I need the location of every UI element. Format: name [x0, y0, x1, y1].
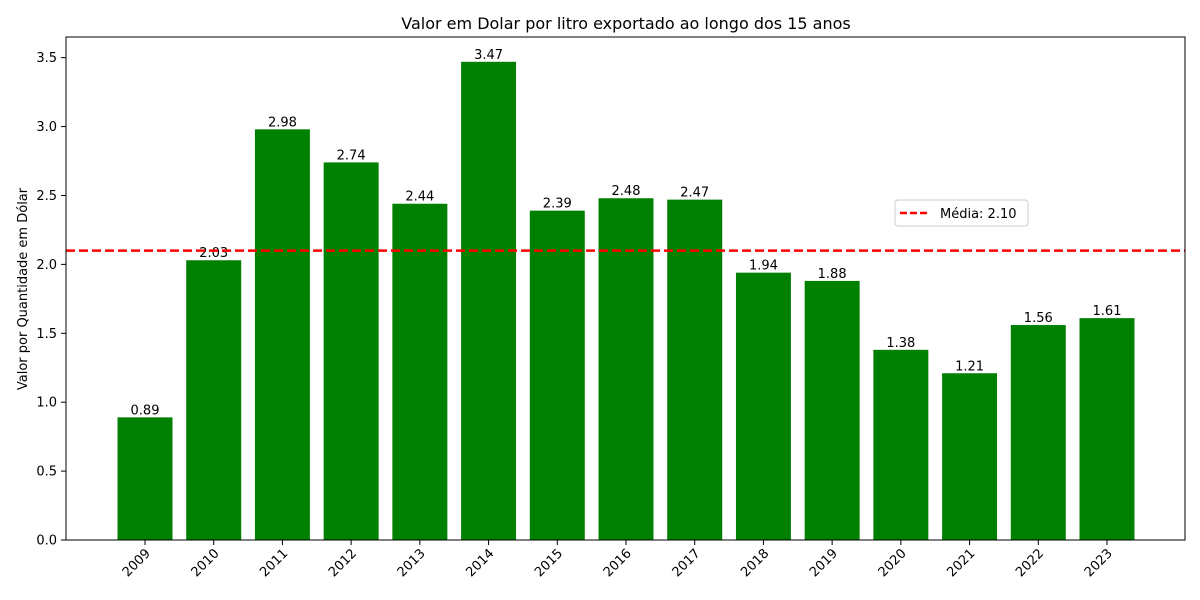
- bar-value-label-2013: 2.44: [405, 190, 434, 205]
- x-tick-label: 2015: [532, 546, 566, 580]
- plot-frame: [65, 36, 1186, 541]
- bar-2019: [804, 280, 860, 540]
- x-tick-label: 2020: [876, 546, 910, 580]
- x-tick-label: 2023: [1082, 546, 1116, 580]
- bar-2012: [323, 162, 379, 541]
- bar-2022: [1010, 325, 1066, 540]
- y-tick-label: 1.0: [36, 396, 57, 411]
- y-tick-label: 1.5: [36, 327, 57, 342]
- y-tick-label: 0.5: [36, 465, 57, 480]
- x-tick-label: 2012: [326, 546, 360, 580]
- bar-value-label-2018: 1.94: [749, 259, 778, 274]
- x-tick-label: 2011: [257, 546, 291, 580]
- bars-layer: [117, 61, 1135, 541]
- y-tick-label: 3.5: [36, 51, 57, 66]
- x-tick-label: 2022: [1013, 546, 1047, 580]
- bar-2016: [598, 198, 654, 541]
- bar-2011: [254, 129, 310, 540]
- x-ticks-layer: 2009 2010 2011 2012 2013 2014 2015 2016 2017 2018…: [120, 540, 1116, 580]
- bar-2023: [1079, 318, 1135, 540]
- x-tick-label: 2010: [189, 546, 223, 580]
- bar-value-label-2014: 3.47: [474, 48, 503, 63]
- bar-value-label-2012: 2.74: [337, 148, 366, 163]
- legend: Média: 2.10: [894, 199, 1029, 227]
- bar-value-label-2022: 1.56: [1024, 311, 1053, 326]
- bar-value-label-2015: 2.39: [543, 197, 572, 212]
- legend-box: [894, 199, 1029, 227]
- y-tick-label: 2.0: [36, 258, 57, 273]
- bar-2010: [186, 260, 242, 540]
- bar-labels-layer: 0.89 2.03 2.98 2.74 2.44 3.47 2.39 2.48 2.47 1.94…: [131, 48, 1122, 419]
- bar-2017: [667, 199, 723, 540]
- bar-value-label-2017: 2.47: [680, 186, 709, 201]
- y-axis-label: Valor por Quantidade em Dólar: [16, 187, 31, 390]
- bar-value-label-2009: 0.89: [131, 403, 160, 418]
- bar-2015: [529, 210, 585, 540]
- bar-2018: [735, 272, 791, 540]
- bar-2013: [392, 203, 448, 541]
- x-tick-label: 2018: [738, 546, 772, 580]
- legend-label: Média: 2.10: [940, 207, 1017, 222]
- bar-2020: [873, 349, 929, 540]
- bar-value-label-2020: 1.38: [886, 336, 915, 351]
- y-tick-label: 2.5: [36, 189, 57, 204]
- bar-2021: [942, 373, 998, 540]
- bar-value-label-2019: 1.88: [818, 267, 847, 282]
- bar-value-label-2021: 1.21: [955, 359, 984, 374]
- x-tick-label: 2017: [670, 546, 704, 580]
- y-tick-label: 3.0: [36, 120, 57, 135]
- bar-value-label-2011: 2.98: [268, 115, 297, 130]
- x-tick-label: 2009: [120, 546, 154, 580]
- bar-2014: [461, 61, 517, 540]
- bar-value-label-2016: 2.48: [612, 184, 641, 199]
- chart-title: Valor em Dolar por litro exportado ao lo…: [401, 14, 850, 33]
- bar-value-label-2023: 1.61: [1093, 304, 1122, 319]
- y-ticks-layer: 0.0 0.5 1.0 1.5 2.0 2.5 3.0 3.5: [36, 51, 66, 549]
- x-tick-label: 2021: [944, 546, 978, 580]
- y-tick-label: 0.0: [36, 534, 57, 549]
- bar-2009: [117, 417, 173, 540]
- x-tick-label: 2016: [601, 546, 635, 580]
- bar-value-label-2010: 2.03: [199, 246, 228, 261]
- x-tick-label: 2019: [807, 546, 841, 580]
- x-tick-label: 2013: [395, 546, 429, 580]
- x-tick-label: 2014: [463, 546, 497, 580]
